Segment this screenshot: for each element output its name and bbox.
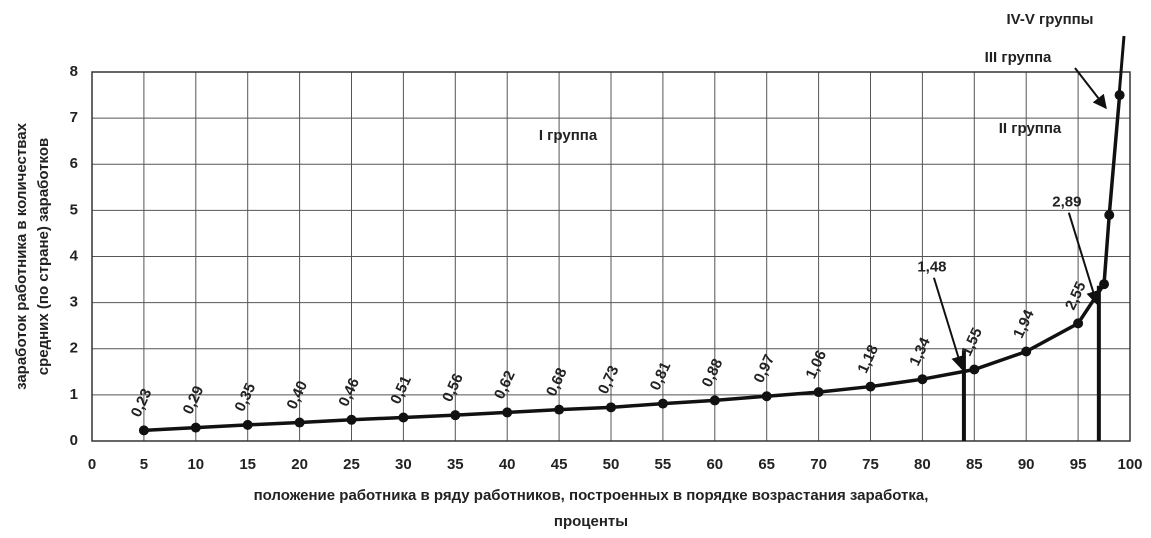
point xyxy=(502,407,513,418)
value-label: 0,35 xyxy=(232,381,260,415)
value-label: 0,68 xyxy=(543,365,571,399)
x-tick-label: 95 xyxy=(1070,456,1087,473)
x-tick-label: 70 xyxy=(810,456,827,473)
value-label: 0,23 xyxy=(128,386,156,420)
point xyxy=(398,412,409,423)
value-label: 0,97 xyxy=(751,352,779,386)
group-arrow xyxy=(1074,67,1107,110)
point xyxy=(709,395,720,406)
y-tick-label: 1 xyxy=(70,386,78,403)
x-tick-label: 50 xyxy=(603,456,620,473)
point xyxy=(1099,279,1110,290)
value-label: 0,51 xyxy=(387,373,415,407)
x-tick-label: 25 xyxy=(343,456,360,473)
line xyxy=(143,94,1122,433)
point xyxy=(1104,209,1115,220)
x-tick-label: 75 xyxy=(862,456,879,473)
x-tick-label: 90 xyxy=(1018,456,1035,473)
y-axis-label: заработок работника в количествах xyxy=(13,122,30,389)
x-tick-label: 55 xyxy=(655,456,672,473)
x-tick-label: 100 xyxy=(1117,456,1142,473)
point xyxy=(450,410,461,421)
marker-label: 2,89 xyxy=(1052,194,1081,211)
x-axis-label: положение работника в ряду работников, п… xyxy=(254,487,929,504)
point xyxy=(1073,318,1084,329)
value-label: 1,94 xyxy=(1010,307,1038,341)
marker-arrow xyxy=(932,277,965,371)
value-label: 1,06 xyxy=(802,348,830,382)
y-tick-label: 0 xyxy=(70,432,78,449)
x-tick-label: 5 xyxy=(140,456,148,473)
value-label: 1,18 xyxy=(854,342,882,376)
point xyxy=(1021,346,1032,357)
point xyxy=(969,364,980,375)
value-label: 0,56 xyxy=(439,371,467,405)
y-tick-label: 5 xyxy=(70,201,78,218)
x-axis-label: проценты xyxy=(554,513,628,530)
x-tick-label: 60 xyxy=(706,456,723,473)
group-arrow xyxy=(1117,35,1126,97)
point xyxy=(813,387,824,398)
point xyxy=(242,419,253,430)
value-label: 0,62 xyxy=(491,368,519,402)
plot-frame xyxy=(91,71,1131,442)
group-label: II группа xyxy=(999,120,1062,137)
group-label: I группа xyxy=(539,127,598,144)
y-tick-label: 7 xyxy=(70,109,78,126)
value-label: 2,55 xyxy=(1062,279,1090,313)
marker-label: 1,48 xyxy=(917,259,946,276)
value-label: 1,34 xyxy=(906,334,934,368)
x-tick-label: 35 xyxy=(447,456,464,473)
point xyxy=(865,381,876,392)
point xyxy=(657,398,668,409)
point xyxy=(190,422,201,433)
value-label: 0,29 xyxy=(180,383,208,417)
x-tick-label: 20 xyxy=(291,456,308,473)
x-tick-label: 15 xyxy=(239,456,256,473)
x-tick-label: 0 xyxy=(88,456,96,473)
point xyxy=(554,404,565,415)
y-tick-label: 8 xyxy=(70,63,78,80)
x-tick-label: 65 xyxy=(758,456,775,473)
x-tick-label: 45 xyxy=(551,456,568,473)
x-tick-label: 10 xyxy=(187,456,204,473)
point xyxy=(138,425,149,436)
group-label: IV-V группы xyxy=(1007,11,1094,28)
x-tick-label: 40 xyxy=(499,456,516,473)
point xyxy=(294,417,305,428)
value-label: 0,81 xyxy=(647,359,675,393)
point xyxy=(606,402,616,413)
x-tick-label: 85 xyxy=(966,456,983,473)
y-tick-label: 2 xyxy=(70,340,78,357)
point xyxy=(761,391,772,402)
y-tick-label: 6 xyxy=(70,155,78,172)
point xyxy=(917,374,928,385)
point xyxy=(346,414,357,425)
x-tick-label: 30 xyxy=(395,456,412,473)
value-label: 0,88 xyxy=(699,356,727,390)
y-tick-label: 4 xyxy=(70,247,79,264)
group-label: III группа xyxy=(985,49,1052,66)
value-label: 0,46 xyxy=(335,375,363,409)
x-tick-label: 80 xyxy=(914,456,931,473)
y-axis-label: средних (по стране) заработков xyxy=(35,138,52,376)
value-label: 0,73 xyxy=(595,363,623,397)
value-label: 1,55 xyxy=(958,325,986,359)
y-tick-label: 3 xyxy=(70,294,78,311)
marker-arrow xyxy=(1067,212,1100,306)
